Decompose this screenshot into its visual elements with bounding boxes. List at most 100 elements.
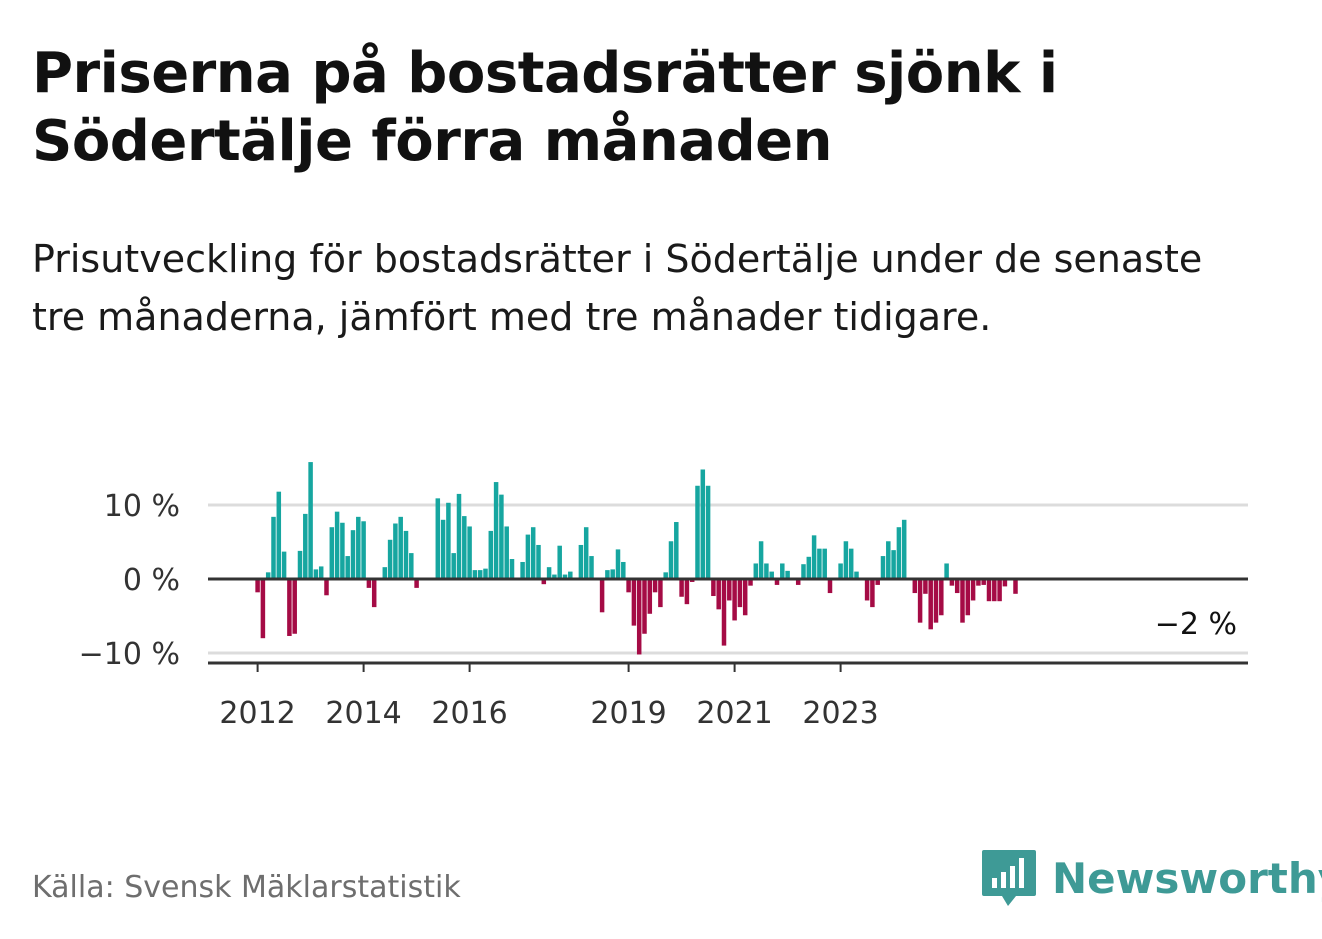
bar [992, 579, 997, 602]
bar-chart: 10 % 0 % −10 % 2012 2014 2016 2019 2021 2023 −2 % [79, 462, 1248, 731]
bar [785, 570, 790, 579]
bar [981, 579, 986, 585]
tick-labels: 10 % 0 % −10 % 2012 2014 2016 2019 2021 2023 −2 % [79, 489, 1237, 731]
bar [366, 579, 372, 588]
bar [912, 579, 918, 594]
bar [663, 572, 668, 579]
bar [838, 563, 843, 579]
bar [769, 571, 774, 579]
bar [636, 579, 642, 655]
bar [387, 539, 393, 579]
bar [483, 568, 488, 579]
bar [610, 569, 615, 579]
bar [1002, 579, 1008, 587]
bar [806, 556, 812, 579]
bar [287, 579, 292, 636]
bar [493, 482, 499, 579]
bar [557, 545, 562, 579]
bar [568, 571, 573, 579]
source-note: Källa: Svensk Mäklarstatistik [32, 870, 461, 905]
bar [472, 570, 478, 579]
bar [356, 516, 361, 579]
bar [674, 522, 679, 579]
bar [933, 579, 939, 623]
bar [896, 527, 902, 579]
bar [409, 553, 414, 579]
bar [504, 526, 509, 579]
bar [827, 579, 833, 594]
bar [976, 579, 981, 586]
bar [886, 541, 891, 579]
bar [732, 579, 737, 621]
bar [552, 574, 557, 579]
bar [334, 511, 340, 579]
bar [626, 579, 631, 593]
bar [864, 579, 870, 601]
bar [795, 579, 801, 585]
bar [774, 579, 780, 585]
axes [208, 577, 1248, 672]
bar [520, 561, 525, 579]
x-tick-label: 2021 [696, 696, 772, 731]
bar [848, 548, 854, 579]
bar [605, 570, 610, 579]
bar [758, 541, 764, 579]
bar [292, 579, 297, 634]
bar [509, 559, 515, 579]
bar [642, 579, 647, 634]
x-tick-label: 2016 [431, 696, 507, 731]
bar [711, 579, 716, 597]
chart-subtitle: Prisutveckling för bostadsrätter i Söder… [32, 237, 1203, 339]
bar [939, 579, 944, 616]
bar [467, 526, 472, 579]
bar [382, 567, 388, 579]
bar [917, 579, 923, 623]
bar [393, 523, 398, 579]
bar [901, 519, 907, 579]
bar [361, 521, 366, 579]
bar [456, 493, 462, 579]
y-tick-label: −10 % [79, 637, 180, 672]
bar [684, 579, 690, 605]
bar [742, 579, 748, 616]
bar [923, 579, 928, 594]
bar [462, 516, 467, 579]
bar [679, 579, 684, 597]
bar [960, 579, 965, 623]
bar [986, 579, 992, 602]
bar [1013, 579, 1018, 594]
x-tick-label: 2012 [219, 696, 295, 731]
bar [822, 548, 827, 579]
bar [727, 579, 732, 601]
bar [801, 564, 806, 579]
bar [880, 556, 886, 579]
bar [705, 485, 711, 579]
bar [891, 550, 896, 579]
bar [536, 544, 541, 579]
chart-title: Priserna på bostadsrätter sjönk i Södert… [32, 41, 1058, 174]
bar [970, 579, 976, 601]
bar [668, 541, 674, 579]
bar [583, 527, 589, 579]
bar [562, 574, 568, 579]
bar [700, 469, 706, 579]
bar [965, 579, 971, 616]
bar [870, 579, 875, 608]
brand-name: Newsworthy [1052, 853, 1322, 903]
x-tick-label: 2014 [325, 696, 401, 731]
bar [780, 563, 785, 579]
bar [875, 579, 880, 585]
bar-chart-bubble-icon [982, 850, 1036, 906]
bar [499, 494, 504, 579]
bar [944, 563, 949, 579]
grid-lines [208, 503, 1248, 655]
bar [647, 579, 653, 614]
bar [748, 579, 753, 586]
bar [949, 579, 955, 586]
bar [477, 570, 483, 579]
bar [721, 579, 727, 646]
bar [997, 579, 1002, 602]
bar [440, 519, 446, 579]
bar [928, 579, 933, 630]
bar [589, 556, 594, 579]
